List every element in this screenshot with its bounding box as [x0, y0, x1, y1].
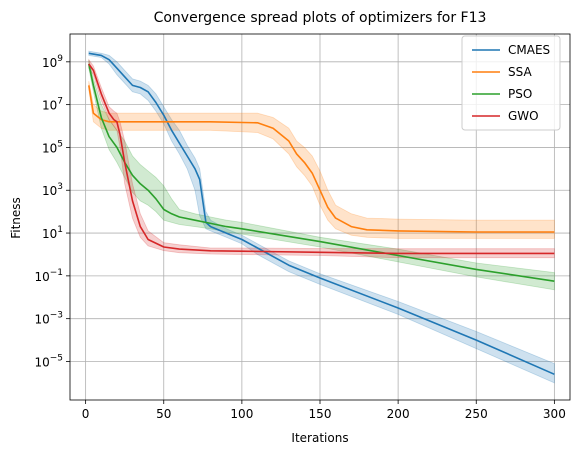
legend-label-ssa: SSA	[508, 65, 532, 79]
x-tick-label: 300	[543, 407, 566, 421]
y-axis-label: Fitness	[9, 197, 23, 239]
y-tick-label: 107	[42, 97, 63, 113]
band-cmaes	[88, 50, 555, 384]
y-tick-label: 109	[42, 54, 63, 70]
x-tick-layer: 0 50 100 150 200 250 300	[82, 400, 566, 421]
y-tick-label: 101	[42, 225, 63, 241]
legend-box	[461, 35, 561, 131]
y-tick-label: 10−1	[34, 268, 63, 284]
x-tick-label: 200	[387, 407, 410, 421]
y-tick-label: 10−3	[34, 311, 63, 327]
series-line-gwo	[88, 63, 555, 255]
series-line-pso	[88, 63, 555, 282]
legend-label-cmaes: CMAES	[508, 43, 550, 57]
y-tick-label: 105	[42, 139, 63, 155]
series-line-cmaes	[88, 52, 555, 376]
chart-title: Convergence spread plots of optimizers f…	[154, 10, 487, 26]
band-gwo	[88, 58, 555, 259]
band-pso	[88, 59, 555, 291]
x-axis-label: Iterations	[291, 431, 348, 445]
legend-label-pso: PSO	[508, 87, 532, 101]
legend: CMAES SSA PSO GWO	[461, 35, 561, 131]
band-ssa	[88, 81, 555, 239]
y-tick-layer: 109 107 105 103 101 10−1 10−3 10−5	[34, 54, 70, 369]
line-layer	[88, 52, 555, 376]
y-tick-label: 10−5	[34, 353, 63, 369]
legend-label-gwo: GWO	[508, 109, 539, 123]
x-tick-label: 0	[82, 407, 90, 421]
band-layer	[88, 50, 555, 384]
x-tick-label: 100	[230, 407, 253, 421]
series-line-ssa	[88, 85, 555, 233]
x-tick-label: 50	[156, 407, 171, 421]
y-tick-label: 103	[42, 182, 63, 198]
x-tick-label: 250	[465, 407, 488, 421]
x-tick-label: 150	[309, 407, 332, 421]
